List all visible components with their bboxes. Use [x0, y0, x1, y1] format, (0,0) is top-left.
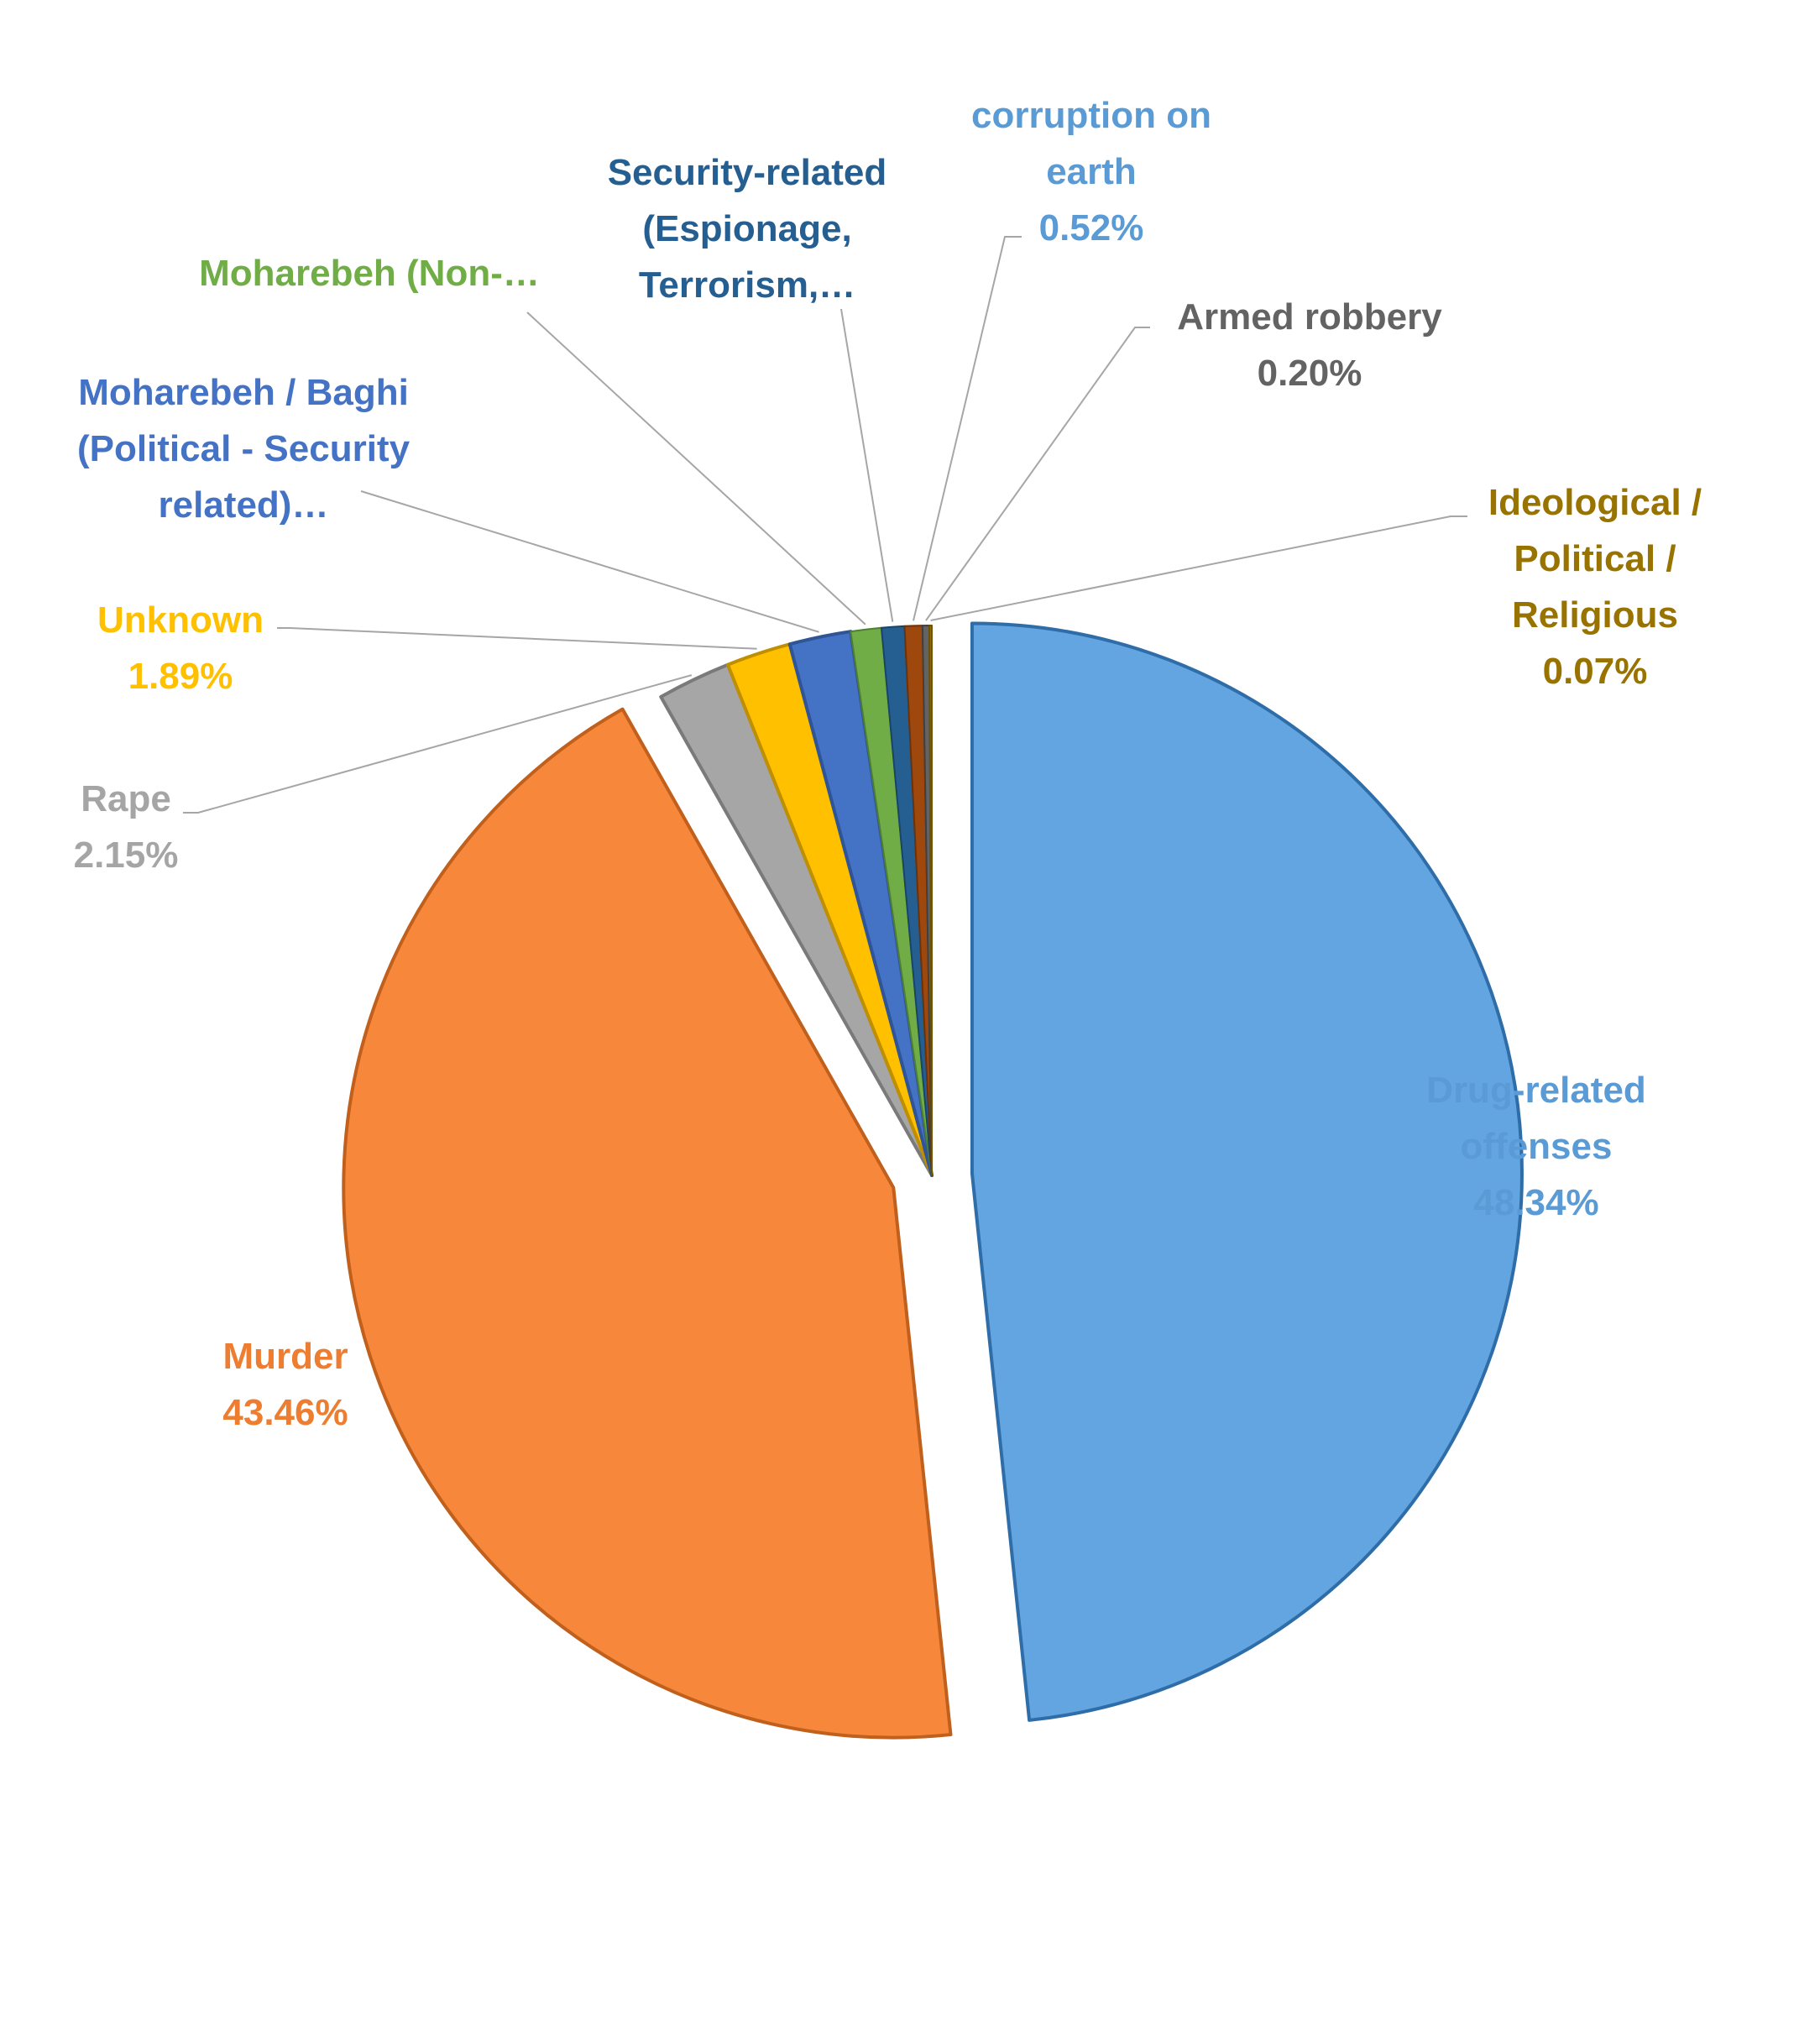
- leader-line-ideological-political-religious: [930, 515, 1467, 621]
- label-corruption-line-2: earth: [1046, 151, 1137, 192]
- label-moharebeh-non: Moharebeh (Non-…: [134, 245, 604, 301]
- pie-slice-ideological-political-religious: [928, 624, 933, 1176]
- label-security-related: Security-related (Espionage, Terrorism,…: [554, 144, 940, 313]
- pie-slice-murder: [342, 707, 953, 1740]
- label-unknown-value: 1.89%: [128, 656, 233, 697]
- label-security-line-3: Terrorism,…: [638, 264, 856, 306]
- label-drug-name-2: offenses: [1460, 1126, 1613, 1167]
- label-armed-value: 0.20%: [1257, 353, 1362, 394]
- leader-line-moharebeh-non: [526, 311, 866, 625]
- label-ideo-line-2: Political /: [1514, 538, 1676, 579]
- label-baghi-line-3: related)…: [158, 484, 329, 526]
- label-rape-name: Rape: [81, 778, 171, 819]
- label-ideo-value: 0.07%: [1542, 651, 1648, 692]
- leader-line-rape: [183, 674, 693, 814]
- label-drug-name-1: Drug-related: [1426, 1070, 1646, 1111]
- label-rape-value: 2.15%: [73, 835, 179, 876]
- leader-line-security-related-espionage-terrorism: [840, 308, 894, 622]
- label-moharebeh-baghi: Moharebeh / Baghi (Political - Security …: [8, 364, 479, 533]
- label-corruption-value: 0.52%: [1038, 207, 1144, 249]
- label-murder: Murder 43.46%: [160, 1328, 411, 1441]
- label-drug-related: Drug-related offenses 48.34%: [1410, 1062, 1662, 1231]
- pie-slices: [342, 621, 1524, 1740]
- label-unknown: Unknown 1.89%: [63, 592, 298, 704]
- label-unknown-name: Unknown: [97, 599, 264, 641]
- label-murder-value: 43.46%: [222, 1392, 348, 1433]
- pie-slice-drug-related-offenses: [970, 621, 1524, 1722]
- label-moharebeh-non-name: Moharebeh (Non-…: [199, 253, 540, 294]
- label-baghi-line-2: (Political - Security: [76, 428, 411, 469]
- label-armed-name: Armed robbery: [1177, 296, 1442, 338]
- label-armed-robbery: Armed robbery 0.20%: [1133, 289, 1486, 401]
- leader-line-moharebeh-baghi-political-security-related: [360, 490, 819, 633]
- leader-lines: [183, 236, 1467, 814]
- label-ideo-line-1: Ideological /: [1488, 482, 1702, 523]
- label-rape: Rape 2.15%: [25, 771, 227, 883]
- label-baghi-line-1: Moharebeh / Baghi: [78, 372, 409, 413]
- label-murder-name: Murder: [222, 1336, 348, 1377]
- label-corruption-line-1: corruption on: [971, 95, 1211, 136]
- label-ideo-line-3: Religious: [1511, 594, 1679, 636]
- leader-line-corruption-on-earth: [913, 236, 1022, 621]
- leader-line-unknown: [277, 627, 757, 650]
- label-ideological: Ideological / Political / Religious 0.07…: [1452, 474, 1738, 699]
- label-corruption: corruption on earth 0.52%: [923, 87, 1259, 256]
- label-security-line-2: (Espionage,: [642, 208, 852, 249]
- label-security-line-1: Security-related: [607, 152, 887, 193]
- label-drug-value: 48.34%: [1473, 1182, 1599, 1223]
- leader-line-armed-robbery: [925, 327, 1150, 621]
